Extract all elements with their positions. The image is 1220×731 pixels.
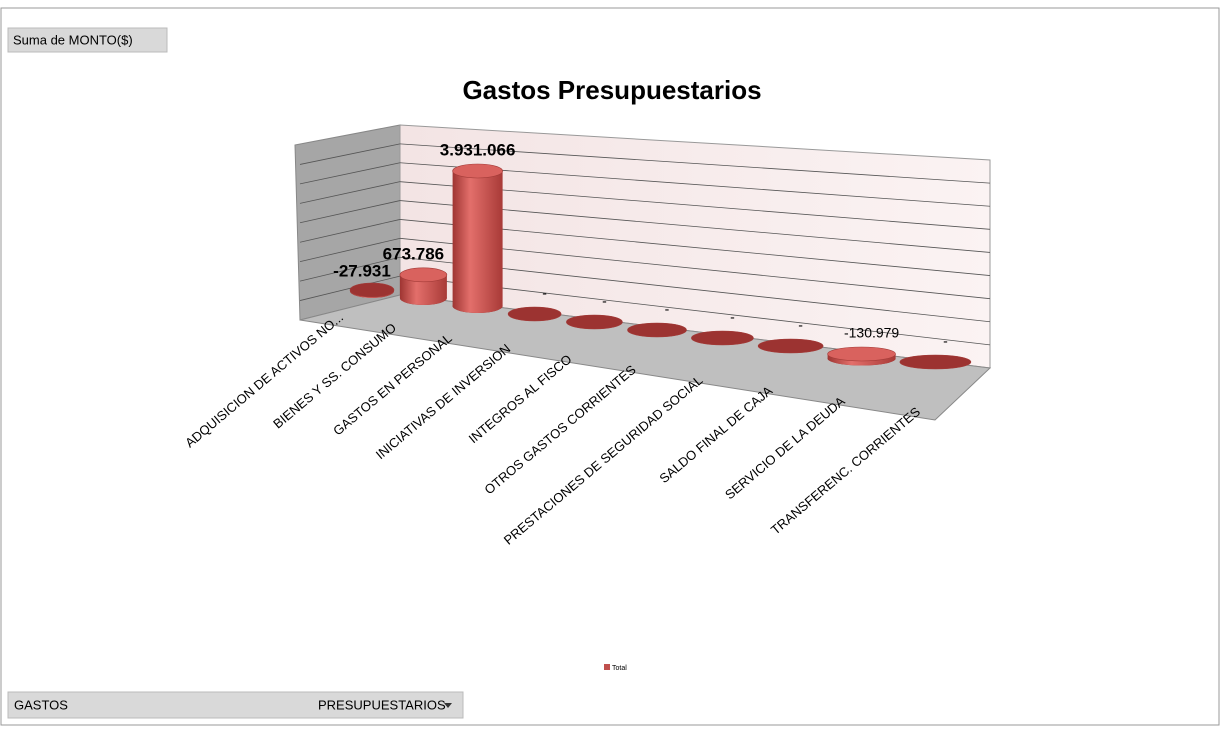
axis-field-button[interactable] xyxy=(7,691,464,719)
cylinder-top xyxy=(452,163,503,179)
cylinder-top xyxy=(399,267,448,283)
data-label: - xyxy=(798,317,803,333)
axis-field-label: PRESUPUESTARIOS xyxy=(318,697,446,712)
legend-swatch xyxy=(604,664,610,670)
grid-line xyxy=(299,219,401,243)
cylinder-top xyxy=(349,282,395,298)
cylinder-top xyxy=(691,330,754,346)
cylinder-top xyxy=(899,354,972,370)
cylinder-top xyxy=(757,338,824,354)
cylinder-top xyxy=(827,346,896,362)
cylinder-top xyxy=(566,314,623,330)
data-label: - xyxy=(542,285,547,301)
chart-title: Gastos Presupuestarios xyxy=(462,75,761,105)
grid-line xyxy=(299,256,401,282)
data-label: - xyxy=(943,333,948,349)
grid-line xyxy=(299,237,401,263)
value-field-label: Suma de MONTO($) xyxy=(13,32,133,47)
data-label: 3.931.066 xyxy=(440,140,516,159)
data-label: 673.786 xyxy=(383,244,444,263)
value-field-button[interactable] xyxy=(7,27,168,53)
axis-field-label: GASTOS xyxy=(14,697,68,712)
data-label: - xyxy=(730,309,735,325)
cylinder-top xyxy=(507,306,562,322)
cylinder xyxy=(399,274,447,305)
grid-line xyxy=(399,143,991,184)
grid-line xyxy=(299,200,401,224)
grid-line xyxy=(299,143,401,165)
legend-label: Total xyxy=(612,665,627,672)
dropdown-arrow[interactable] xyxy=(444,703,452,708)
grid-line xyxy=(299,181,401,204)
grid-line xyxy=(299,162,401,185)
data-label: -130.979 xyxy=(844,325,899,341)
cylinder xyxy=(452,171,503,313)
data-label: - xyxy=(602,293,607,309)
data-label: - xyxy=(665,301,670,317)
floor xyxy=(299,294,992,421)
data-label: -27.931 xyxy=(333,261,391,280)
cylinder-top xyxy=(627,322,687,338)
grid-line xyxy=(299,275,401,301)
